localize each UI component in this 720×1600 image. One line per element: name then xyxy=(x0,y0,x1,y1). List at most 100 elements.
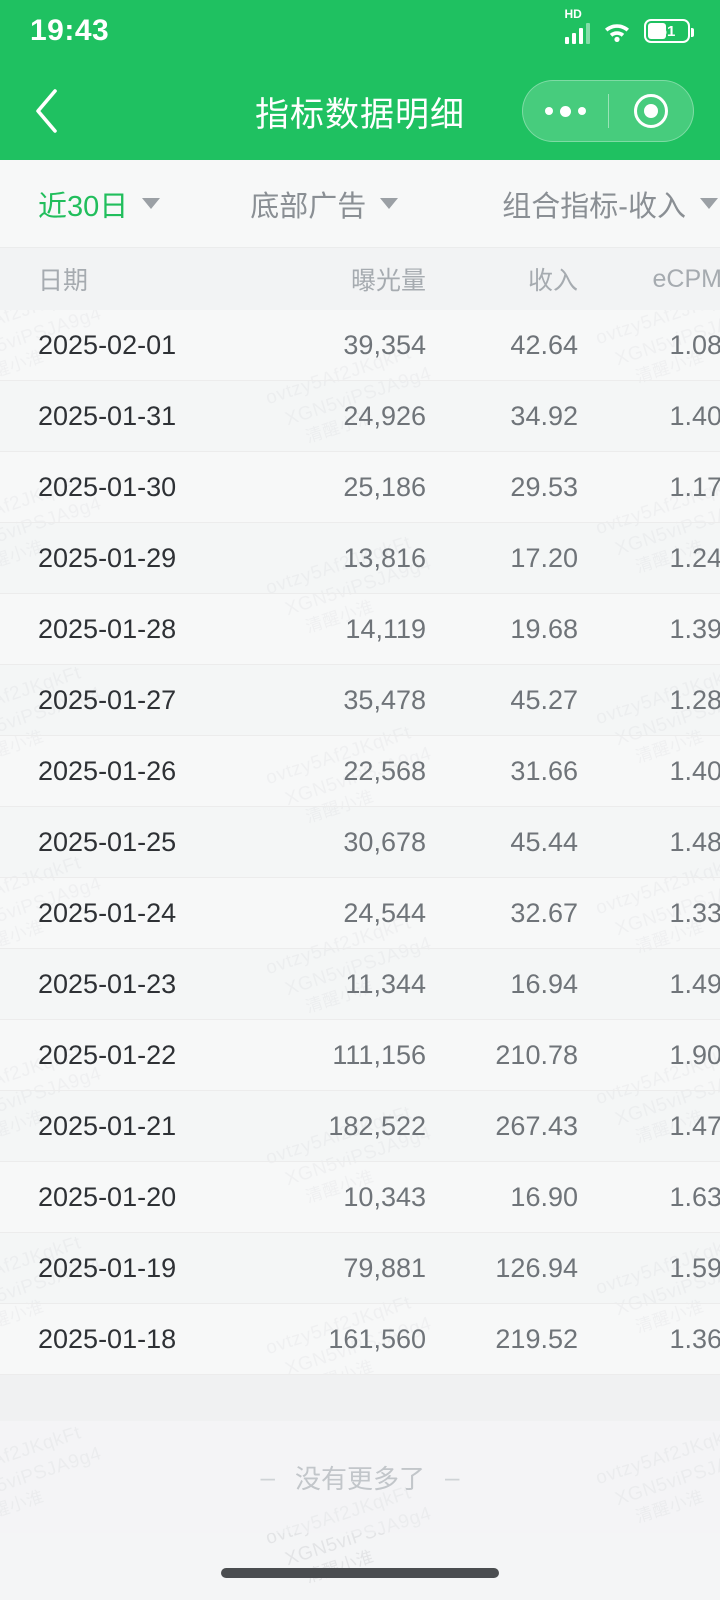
chevron-down-icon xyxy=(380,198,399,209)
nav-bar: 指标数据明细 xyxy=(0,62,720,160)
battery-level: 51 xyxy=(658,22,676,40)
table-body: 2025-02-01 39,354 42.64 1.08 2025-01-31 24,92… xyxy=(0,310,720,1375)
more-dots-icon xyxy=(544,105,586,117)
cell-revenue: 45.27 xyxy=(510,684,578,715)
chevron-down-icon xyxy=(699,198,718,209)
cell-impressions: 11,344 xyxy=(345,968,426,999)
cell-date: 2025-01-18 xyxy=(38,1323,177,1354)
table-row[interactable]: 2025-01-27 35,478 45.27 1.28 xyxy=(0,665,720,736)
close-button[interactable] xyxy=(609,81,694,141)
table-row[interactable]: 2025-02-01 39,354 42.64 1.08 xyxy=(0,310,720,381)
wechat-capsule xyxy=(522,80,694,142)
cell-ecpm: 1.40 xyxy=(669,755,720,786)
cell-date: 2025-01-21 xyxy=(38,1110,177,1141)
column-header-revenue: 收入 xyxy=(527,267,578,295)
cell-impressions: 10,343 xyxy=(343,1181,426,1212)
table-row[interactable]: 2025-01-31 24,926 34.92 1.40 xyxy=(0,381,720,452)
table-header: 日期 曝光量 收入 eCPM xyxy=(0,248,720,310)
table-row[interactable]: 2025-01-20 10,343 16.90 1.63 xyxy=(0,1162,720,1233)
cell-ecpm: 1.28 xyxy=(669,684,720,715)
more-button[interactable] xyxy=(523,81,608,141)
battery-icon: 51 xyxy=(644,19,694,43)
cell-impressions: 25,186 xyxy=(343,471,426,502)
list-bottom-gap xyxy=(0,1375,720,1421)
table-row[interactable]: 2025-01-28 14,119 19.68 1.39 xyxy=(0,594,720,665)
home-indicator[interactable] xyxy=(221,1568,499,1578)
cell-ecpm: 1.24 xyxy=(669,542,720,573)
cell-impressions: 22,568 xyxy=(343,755,426,786)
footer-right-dash: – xyxy=(445,1461,460,1492)
cell-impressions: 24,544 xyxy=(343,897,426,928)
status-indicators: HD 51 xyxy=(564,8,694,44)
cell-impressions: 14,119 xyxy=(345,613,426,644)
filter-ad-slot[interactable]: 底部广告 xyxy=(250,183,399,225)
chevron-down-icon xyxy=(142,198,161,209)
footer-text: 没有更多了 xyxy=(294,1463,425,1494)
cell-date: 2025-01-20 xyxy=(38,1181,177,1212)
cell-revenue: 16.94 xyxy=(510,968,578,999)
status-bar: 19:43 HD 51 xyxy=(0,0,720,62)
cell-ecpm: 1.48 xyxy=(669,826,720,857)
table-row[interactable]: 2025-01-26 22,568 31.66 1.40 xyxy=(0,736,720,807)
table-row[interactable]: 2025-01-29 13,816 17.20 1.24 xyxy=(0,523,720,594)
table-row[interactable]: 2025-01-19 79,881 126.94 1.59 xyxy=(0,1233,720,1304)
cell-revenue: 31.66 xyxy=(510,755,578,786)
cell-revenue: 267.43 xyxy=(495,1110,578,1141)
cell-impressions: 111,156 xyxy=(332,1039,426,1070)
signal-bars-icon: HD xyxy=(564,8,590,44)
cell-impressions: 161,560 xyxy=(328,1323,426,1354)
column-header-impressions: 曝光量 xyxy=(350,267,426,295)
column-header-date: 日期 xyxy=(38,267,89,295)
cell-ecpm: 1.47 xyxy=(669,1110,720,1141)
filter-date-range-label: 近30日 xyxy=(38,190,129,223)
cell-ecpm: 1.33 xyxy=(669,897,720,928)
table-row[interactable]: 2025-01-18 161,560 219.52 1.36 xyxy=(0,1304,720,1375)
cell-date: 2025-01-23 xyxy=(38,968,177,999)
cell-ecpm: 1.08 xyxy=(669,329,720,360)
cell-impressions: 24,926 xyxy=(343,400,426,431)
cell-ecpm: 1.40 xyxy=(669,400,720,431)
table-row[interactable]: 2025-01-30 25,186 29.53 1.17 xyxy=(0,452,720,523)
table-row[interactable]: 2025-01-24 24,544 32.67 1.33 xyxy=(0,878,720,949)
cell-impressions: 39,354 xyxy=(343,329,426,360)
cell-date: 2025-01-29 xyxy=(38,542,177,573)
cell-ecpm: 1.36 xyxy=(669,1323,720,1354)
cell-ecpm: 1.59 xyxy=(669,1252,720,1283)
back-button[interactable] xyxy=(0,62,92,160)
cell-date: 2025-01-30 xyxy=(38,471,177,502)
cell-revenue: 210.78 xyxy=(495,1039,578,1070)
list-end-footer: – 没有更多了 – xyxy=(0,1421,720,1533)
hd-label: HD xyxy=(564,7,582,21)
table-row[interactable]: 2025-01-23 11,344 16.94 1.49 xyxy=(0,949,720,1020)
cell-revenue: 17.20 xyxy=(510,542,578,573)
table-row[interactable]: 2025-01-22 111,156 210.78 1.90 xyxy=(0,1020,720,1091)
filter-metric-label: 组合指标-收入 xyxy=(502,190,686,223)
cell-impressions: 79,881 xyxy=(343,1252,426,1283)
cell-date: 2025-01-28 xyxy=(38,613,177,644)
cell-revenue: 16.90 xyxy=(510,1181,578,1212)
cell-ecpm: 1.49 xyxy=(669,968,720,999)
filter-metric[interactable]: 组合指标-收入 xyxy=(502,183,718,225)
chevron-left-icon xyxy=(36,89,57,133)
cell-date: 2025-01-27 xyxy=(38,684,177,715)
cell-date: 2025-01-26 xyxy=(38,755,177,786)
cell-date: 2025-01-22 xyxy=(38,1039,177,1070)
wifi-icon xyxy=(602,19,632,43)
table-row[interactable]: 2025-01-25 30,678 45.44 1.48 xyxy=(0,807,720,878)
column-header-ecpm: eCPM xyxy=(652,264,720,293)
status-time: 19:43 xyxy=(30,14,110,47)
cell-ecpm: 1.17 xyxy=(669,471,720,502)
cell-ecpm: 1.39 xyxy=(669,613,720,644)
cell-date: 2025-01-25 xyxy=(38,826,177,857)
filter-date-range[interactable]: 近30日 xyxy=(38,183,161,225)
cell-date: 2025-02-01 xyxy=(38,329,177,360)
cell-revenue: 126.94 xyxy=(495,1252,578,1283)
cell-impressions: 30,678 xyxy=(343,826,426,857)
cell-ecpm: 1.63 xyxy=(669,1181,720,1212)
table-row[interactable]: 2025-01-21 182,522 267.43 1.47 xyxy=(0,1091,720,1162)
cell-revenue: 34.92 xyxy=(510,400,578,431)
cell-revenue: 219.52 xyxy=(495,1323,578,1354)
cell-revenue: 19.68 xyxy=(510,613,578,644)
cell-revenue: 29.53 xyxy=(510,471,578,502)
cell-date: 2025-01-19 xyxy=(38,1252,177,1283)
